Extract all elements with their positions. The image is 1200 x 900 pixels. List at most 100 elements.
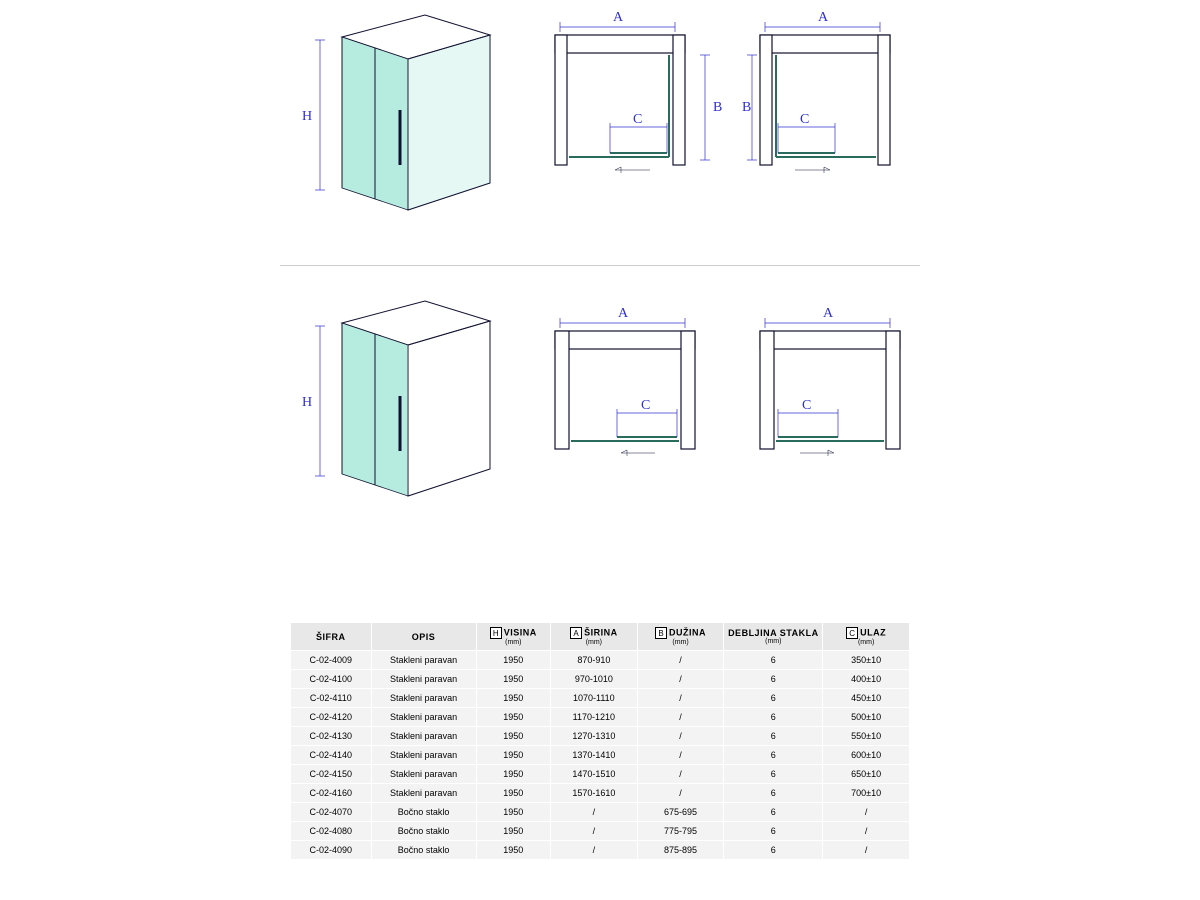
table-cell: / [638, 708, 724, 726]
svg-text:C: C [641, 398, 650, 413]
table-cell: Stakleni paravan [372, 727, 476, 745]
table-cell: Stakleni paravan [372, 670, 476, 688]
spec-table: ŠIFRAOPISHVISINA(mm)AŠIRINA(mm)BDUŽINA(m… [290, 622, 910, 860]
table-cell: 6 [724, 708, 822, 726]
table-header: HVISINA(mm) [477, 623, 550, 650]
table-cell: 970-1010 [551, 670, 637, 688]
table-cell: C-02-4070 [291, 803, 371, 821]
table-row: C-02-4120Stakleni paravan19501170-1210/6… [291, 708, 909, 726]
table-cell: / [551, 822, 637, 840]
svg-text:A: A [823, 306, 834, 321]
dim-B-label: B [713, 100, 722, 115]
dim-H-label: H [302, 109, 312, 124]
table-cell: / [823, 803, 909, 821]
table-cell: 6 [724, 670, 822, 688]
diagram-niche-svg: H A C [0, 276, 1200, 536]
table-cell: 6 [724, 803, 822, 821]
svg-text:A: A [618, 306, 629, 321]
table-row: C-02-4140Stakleni paravan19501370-1410/6… [291, 746, 909, 764]
table-row: C-02-4100Stakleni paravan1950970-1010/64… [291, 670, 909, 688]
table-cell: C-02-4100 [291, 670, 371, 688]
table-cell: 1950 [477, 803, 550, 821]
iso-view-corner: H [302, 15, 490, 210]
table-row: C-02-4009Stakleni paravan1950870-910/635… [291, 651, 909, 669]
table-cell: Stakleni paravan [372, 651, 476, 669]
table-cell: 500±10 [823, 708, 909, 726]
table-header: CULAZ(mm) [823, 623, 909, 650]
table-cell: / [638, 727, 724, 745]
table-cell: C-02-4150 [291, 765, 371, 783]
table-cell: C-02-4110 [291, 689, 371, 707]
svg-text:B: B [742, 100, 751, 115]
table-cell: / [638, 670, 724, 688]
plan-niche-2: A C [760, 306, 900, 456]
plan-corner-1: A B C [555, 10, 722, 173]
table-cell: 870-910 [551, 651, 637, 669]
table-cell: / [823, 822, 909, 840]
table-cell: 6 [724, 727, 822, 745]
svg-text:C: C [800, 112, 809, 127]
table-cell: Bočno staklo [372, 841, 476, 859]
table-cell: 1950 [477, 784, 550, 802]
table-header: DEBLJINA STAKLA(mm) [724, 623, 822, 650]
table-cell: 400±10 [823, 670, 909, 688]
table-cell: C-02-4160 [291, 784, 371, 802]
table-cell: 1070-1110 [551, 689, 637, 707]
table-cell: 700±10 [823, 784, 909, 802]
table-cell: / [823, 841, 909, 859]
table-row: C-02-4160Stakleni paravan19501570-1610/6… [291, 784, 909, 802]
table-cell: 600±10 [823, 746, 909, 764]
section-divider [280, 265, 920, 266]
dim-A-label: A [613, 10, 624, 25]
table-cell: C-02-4130 [291, 727, 371, 745]
plan-niche-1: A C [555, 306, 695, 456]
table-row: C-02-4130Stakleni paravan19501270-1310/6… [291, 727, 909, 745]
table-cell: / [551, 803, 637, 821]
table-row: C-02-4070Bočno staklo1950/675-6956/ [291, 803, 909, 821]
table-cell: C-02-4090 [291, 841, 371, 859]
table-cell: 6 [724, 651, 822, 669]
table-cell: 6 [724, 841, 822, 859]
table-header: ŠIFRA [291, 623, 371, 650]
table-header: OPIS [372, 623, 476, 650]
table-row: C-02-4110Stakleni paravan19501070-1110/6… [291, 689, 909, 707]
table-cell: / [638, 746, 724, 764]
table-cell: C-02-4140 [291, 746, 371, 764]
table-cell: C-02-4009 [291, 651, 371, 669]
table-cell: 6 [724, 765, 822, 783]
diagram-section-niche: H A C [0, 276, 1200, 536]
table-cell: 1370-1410 [551, 746, 637, 764]
table-cell: C-02-4080 [291, 822, 371, 840]
svg-text:H: H [302, 395, 312, 410]
table-cell: 1470-1510 [551, 765, 637, 783]
dim-C-label: C [633, 112, 642, 127]
table-cell: 1570-1610 [551, 784, 637, 802]
table-cell: 350±10 [823, 651, 909, 669]
table-row: C-02-4080Bočno staklo1950/775-7956/ [291, 822, 909, 840]
table-cell: / [638, 689, 724, 707]
table-row: C-02-4150Stakleni paravan19501470-1510/6… [291, 765, 909, 783]
table-cell: 1950 [477, 689, 550, 707]
diagram-section-corner: H A B [0, 0, 1200, 265]
table-cell: C-02-4120 [291, 708, 371, 726]
table-cell: Stakleni paravan [372, 765, 476, 783]
table-cell: Stakleni paravan [372, 784, 476, 802]
table-cell: 6 [724, 689, 822, 707]
diagram-corner-svg: H A B [0, 0, 1200, 265]
table-cell: 1950 [477, 670, 550, 688]
table-header: BDUŽINA(mm) [638, 623, 724, 650]
table-cell: 6 [724, 746, 822, 764]
table-cell: Stakleni paravan [372, 689, 476, 707]
table-cell: / [638, 784, 724, 802]
table-cell: / [638, 765, 724, 783]
table-cell: / [551, 841, 637, 859]
table-cell: Stakleni paravan [372, 708, 476, 726]
table-cell: 875-895 [638, 841, 724, 859]
table-cell: 1950 [477, 841, 550, 859]
table-cell: 450±10 [823, 689, 909, 707]
table-cell: 1950 [477, 746, 550, 764]
iso-view-niche: H [302, 301, 490, 496]
table-cell: 1170-1210 [551, 708, 637, 726]
table-cell: 6 [724, 784, 822, 802]
plan-corner-2: A B C [742, 10, 890, 173]
